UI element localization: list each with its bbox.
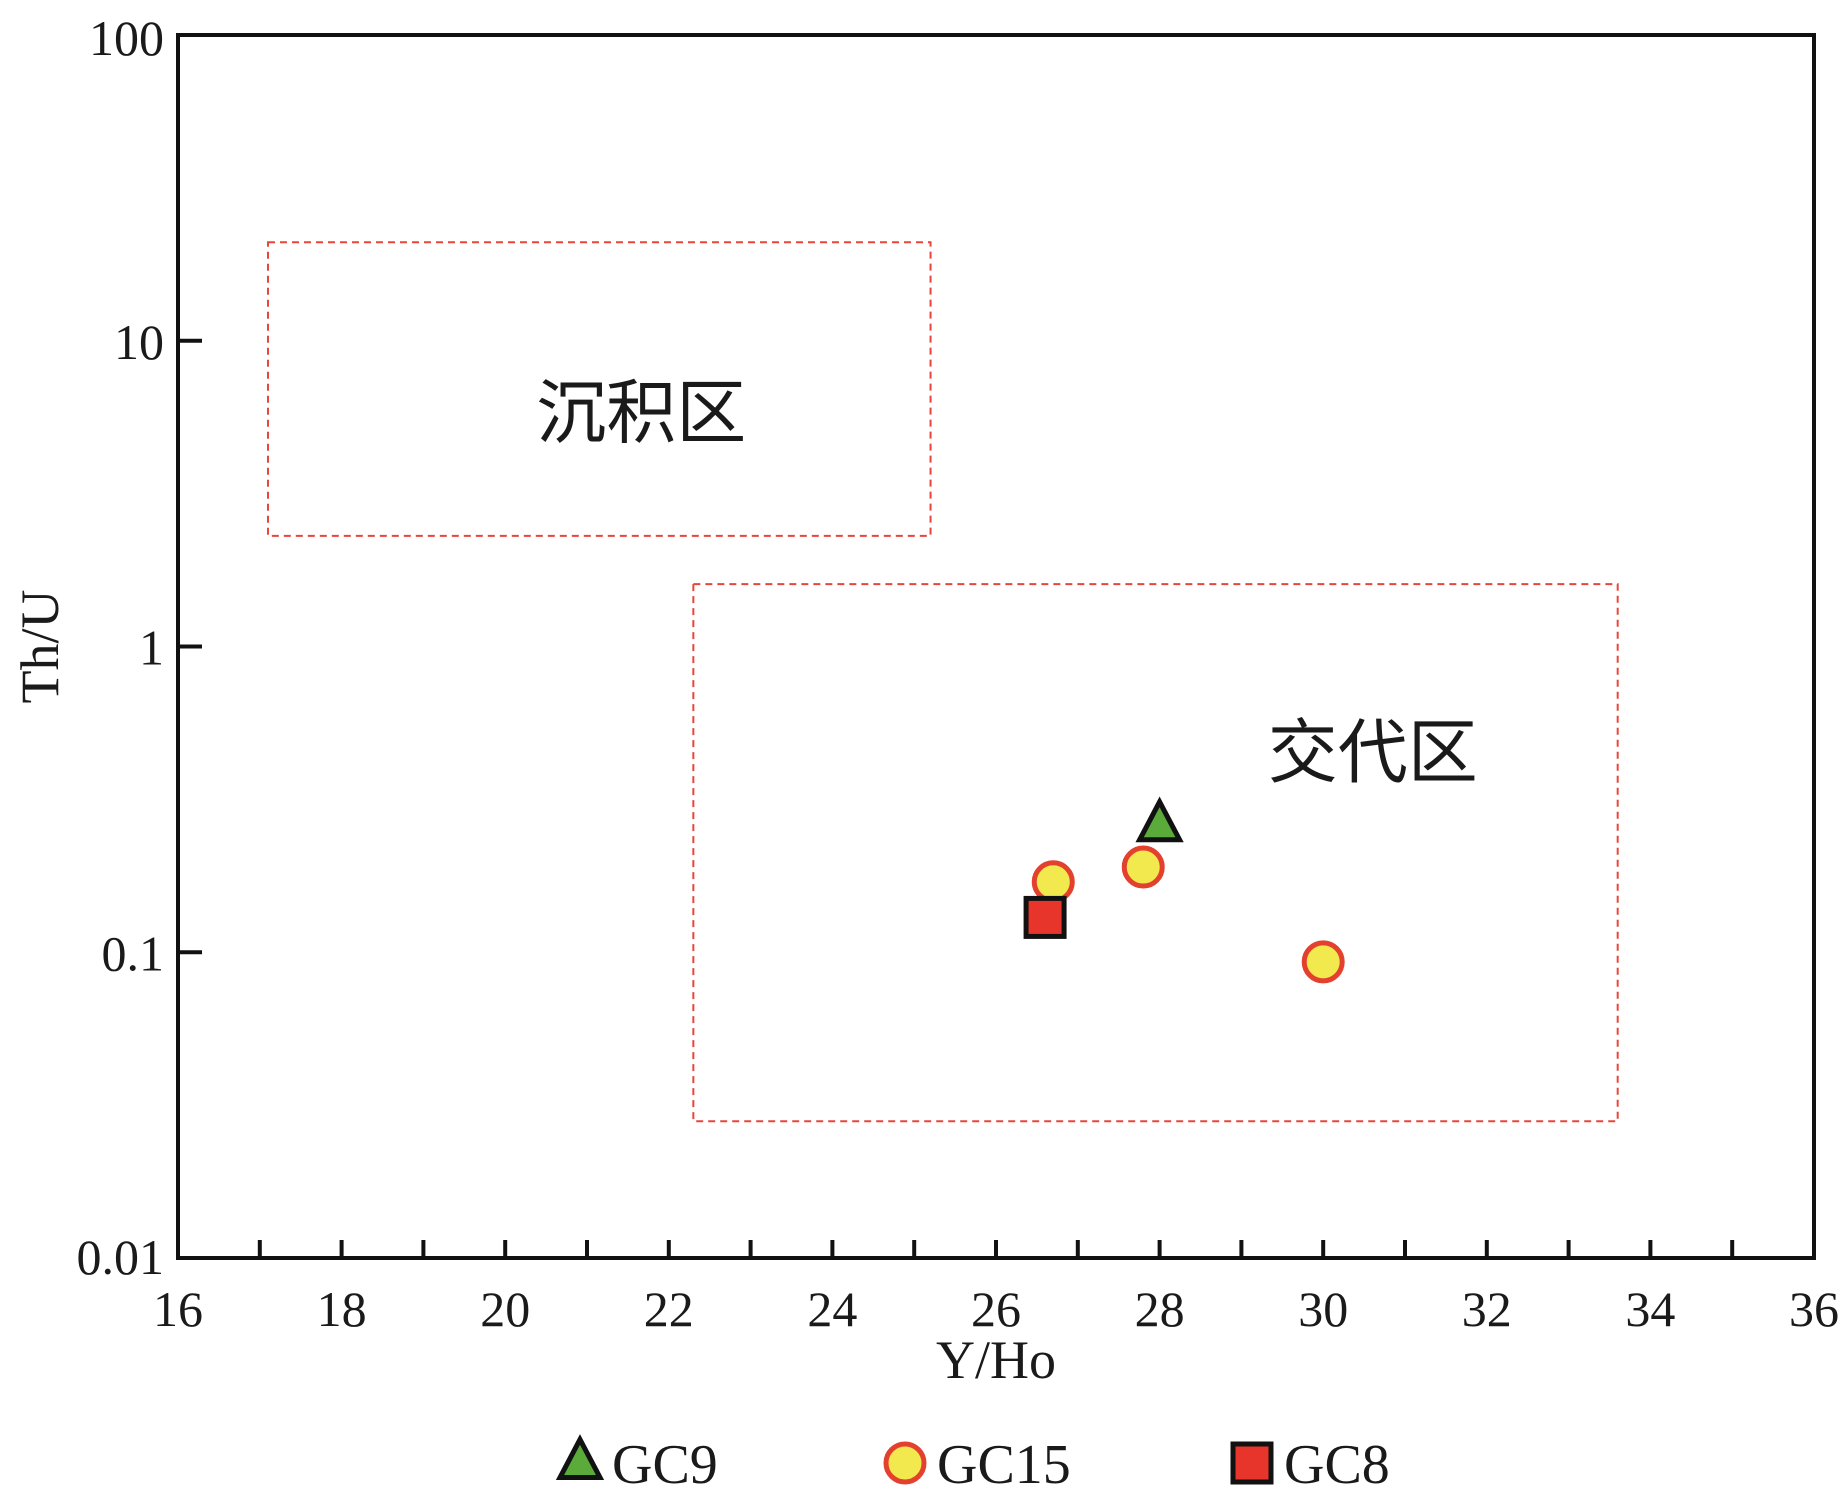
axes: 16 18 20 22 24 26 28 30 32 34 36 0.01 0.1 1 10 100 Y/Ho T… <box>10 10 1839 1390</box>
y-tick-label: 0.01 <box>77 1229 165 1285</box>
x-tick-label: 30 <box>1298 1281 1348 1337</box>
x-axis-title: Y/Ho <box>936 1330 1056 1390</box>
x-tick-label: 18 <box>317 1281 367 1337</box>
y-tick-label: 0.1 <box>102 925 165 981</box>
legend-label-gc9: GC9 <box>612 1434 718 1496</box>
legend-marker-gc8 <box>1230 1441 1274 1485</box>
legend: GC9 GC15 GC8 <box>555 1434 1390 1496</box>
legend-label-gc8: GC8 <box>1284 1434 1390 1496</box>
y-tick-label: 100 <box>89 10 164 66</box>
y-axis-title: Th/U <box>10 590 70 704</box>
region-box-1 <box>266 241 932 537</box>
x-tick-label: 34 <box>1625 1281 1675 1337</box>
point-gc15-3 <box>1301 940 1345 984</box>
x-tick-label: 36 <box>1789 1281 1839 1337</box>
legend-marker-gc9 <box>555 1434 605 1480</box>
region-box-2 <box>692 583 1619 1123</box>
x-tick-label: 22 <box>644 1281 694 1337</box>
x-tick-label: 32 <box>1462 1281 1512 1337</box>
legend-marker-gc15 <box>883 1441 927 1485</box>
point-gc15-2 <box>1121 845 1165 889</box>
region-label-1: 沉积区 <box>536 372 746 454</box>
plot-frame <box>176 33 1816 1260</box>
data-points <box>1023 796 1345 984</box>
x-tick-label: 20 <box>480 1281 530 1337</box>
legend-label-gc15: GC15 <box>937 1434 1071 1496</box>
region-label-2: 交代区 <box>1268 712 1478 794</box>
x-tick-label: 24 <box>807 1281 857 1337</box>
x-tick-label: 16 <box>153 1281 203 1337</box>
y-tick-label: 10 <box>114 314 164 370</box>
x-tick-label: 28 <box>1135 1281 1185 1337</box>
x-tick-label: 26 <box>971 1281 1021 1337</box>
point-gc8-1 <box>1023 895 1067 939</box>
y-tick-label: 1 <box>139 620 164 676</box>
point-gc15-1 <box>1031 860 1075 904</box>
point-gc9-1 <box>1135 796 1184 843</box>
